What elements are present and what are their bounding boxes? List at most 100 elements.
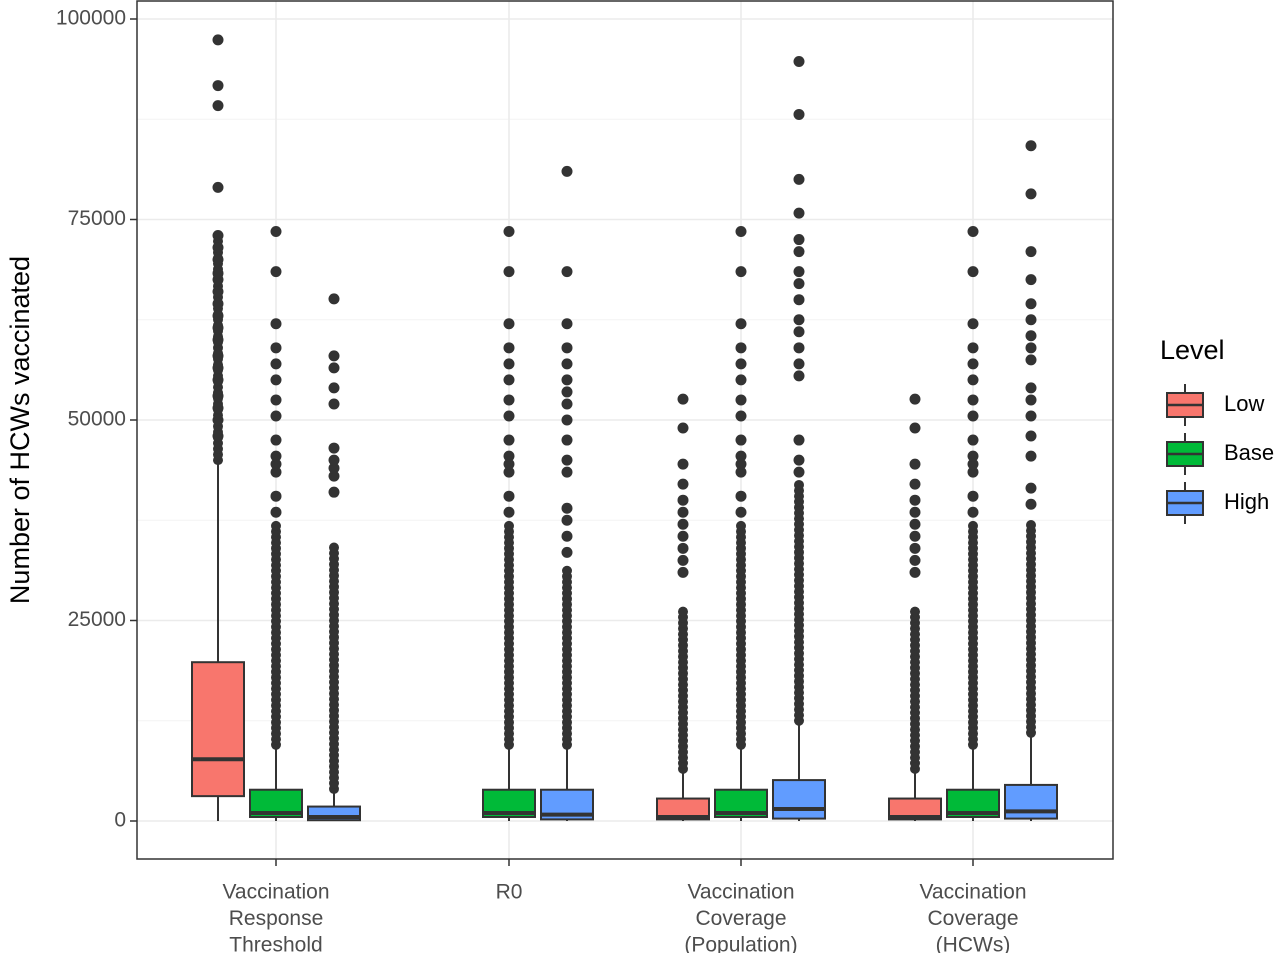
y-tick-label: 100000 — [56, 7, 126, 30]
outlier-point — [793, 173, 805, 185]
outlier-point — [561, 358, 573, 370]
outlier-point — [1025, 394, 1037, 406]
legend-title: Level — [1160, 335, 1225, 365]
outlier-point — [328, 362, 340, 374]
outlier-point — [793, 370, 805, 382]
outlier-point — [561, 165, 573, 177]
boxes — [191, 34, 1058, 822]
outlier-point — [328, 293, 340, 305]
outlier-point — [270, 410, 282, 422]
legend-key-base — [1166, 433, 1204, 475]
outlier-point — [1025, 342, 1037, 354]
box-low — [191, 34, 245, 821]
outlier-point — [561, 434, 573, 446]
outlier-point — [270, 394, 282, 406]
outlier-point — [270, 458, 282, 470]
x-tick-label: (HCWs) — [936, 934, 1011, 953]
outlier-point — [271, 520, 281, 531]
outlier-point — [561, 514, 573, 526]
y-tick-label: 25000 — [68, 608, 126, 631]
outlier-point — [503, 466, 515, 478]
outlier-point — [735, 450, 747, 462]
outlier-point — [328, 486, 340, 498]
outlier-point — [1025, 430, 1037, 442]
outlier-point — [677, 566, 689, 578]
box-base — [482, 226, 536, 821]
outlier-point — [212, 350, 224, 362]
box-high — [1004, 140, 1058, 821]
outlier-point — [677, 530, 689, 542]
outlier-point — [909, 518, 921, 530]
outlier-point — [328, 462, 340, 474]
outlier-point — [561, 398, 573, 410]
y-axis: 0 25000 50000 75000 100000 — [56, 7, 137, 832]
outlier-point — [677, 494, 689, 506]
x-tick-label: Threshold — [229, 934, 322, 953]
outlier-point — [677, 393, 689, 405]
box-body — [772, 779, 826, 820]
outlier-point — [270, 506, 282, 518]
legend-label: High — [1224, 489, 1269, 514]
outlier-point — [735, 318, 747, 330]
outlier-point — [561, 374, 573, 386]
outlier-point — [212, 322, 224, 334]
outlier-point — [212, 374, 224, 386]
outlier-point — [793, 466, 805, 478]
outlier-point — [561, 318, 573, 330]
outlier-point — [794, 479, 804, 490]
outlier-point — [212, 390, 224, 402]
outlier-point — [561, 546, 573, 558]
x-tick-label: Coverage — [695, 907, 786, 930]
outlier-point — [503, 374, 515, 386]
outlier-point — [561, 466, 573, 478]
outlier-point — [1025, 140, 1037, 152]
outlier-point — [909, 506, 921, 518]
outlier-point — [503, 394, 515, 406]
outlier-point — [212, 414, 224, 426]
outlier-point — [270, 434, 282, 446]
outlier-point — [503, 434, 515, 446]
outlier-point — [212, 334, 224, 346]
outlier-point — [967, 450, 979, 462]
outlier-point — [561, 266, 573, 278]
outlier-point — [212, 298, 224, 310]
outlier-point — [677, 478, 689, 490]
box-body — [1004, 783, 1058, 820]
box-low — [656, 393, 710, 821]
outlier-point — [735, 410, 747, 422]
outlier-point — [328, 454, 340, 466]
outlier-point — [1025, 450, 1037, 462]
outlier-point — [328, 350, 340, 362]
outlier-point — [270, 342, 282, 354]
outlier-point — [735, 394, 747, 406]
outlier-point — [909, 458, 921, 470]
outlier-point — [328, 398, 340, 410]
outlier-point — [967, 266, 979, 278]
outlier-point — [967, 410, 979, 422]
outlier-point — [909, 393, 921, 405]
outlier-point — [735, 374, 747, 386]
outlier-point — [735, 490, 747, 502]
outlier-point — [212, 100, 224, 112]
plot-panel-border — [136, 0, 1114, 860]
outlier-point — [793, 234, 805, 246]
y-tick-label: 0 — [114, 809, 126, 832]
outlier-point — [329, 542, 339, 553]
outlier-point — [967, 394, 979, 406]
outlier-point — [793, 434, 805, 446]
outlier-point — [909, 494, 921, 506]
box-body — [191, 661, 245, 798]
x-tick-label: Coverage — [927, 907, 1018, 930]
outlier-point — [503, 266, 515, 278]
outlier-point — [212, 230, 224, 242]
legend-label: Low — [1224, 391, 1264, 416]
outlier-point — [1026, 520, 1036, 531]
outlier-point — [503, 318, 515, 330]
y-tick-label: 50000 — [68, 408, 126, 431]
outlier-point — [793, 108, 805, 120]
outlier-point — [793, 314, 805, 326]
outlier-point — [968, 520, 978, 531]
outlier-point — [212, 286, 224, 298]
box-low — [888, 393, 942, 821]
box-body — [656, 797, 710, 821]
